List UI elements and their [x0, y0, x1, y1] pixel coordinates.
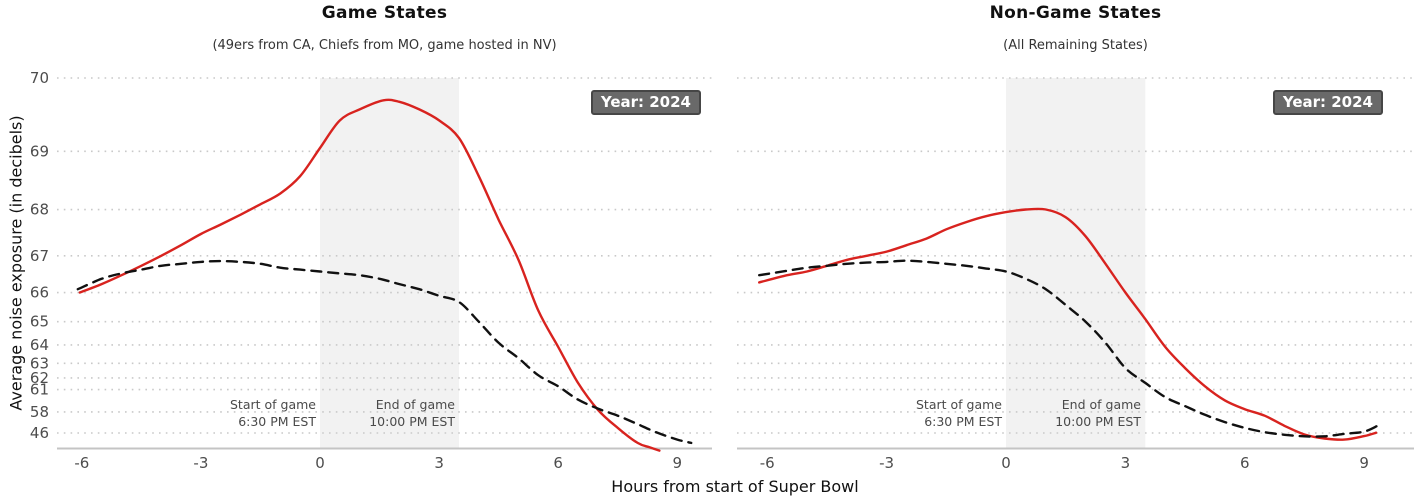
year-badge-left: Year: 2024 [590, 90, 701, 115]
x-tick-label: 6 [553, 454, 563, 472]
y-tick-label: 66 [30, 284, 49, 302]
y-tick-label: 61 [30, 381, 49, 399]
game-window-band [320, 78, 459, 449]
red-solid-line [758, 207, 1378, 441]
annotation-label: End of game [1061, 397, 1141, 412]
black-dashed-line [76, 259, 693, 445]
red-solid-line [78, 98, 661, 452]
x-tick-label: 9 [673, 454, 683, 472]
x-tick-label: -3 [193, 454, 208, 472]
y-tick-label: 58 [30, 403, 49, 421]
x-tick-label: 0 [1001, 454, 1011, 472]
y-tick-label: 65 [30, 313, 49, 331]
year-badge-right: Year: 2024 [1272, 90, 1383, 115]
panel-subtitle-game-states: (49ers from CA, Chiefs from MO, game hos… [212, 38, 557, 53]
annotation-start-of-game-left: Start of game 6:30 PM EST [230, 397, 316, 430]
annotation-sublabel: 6:30 PM EST [924, 413, 1002, 429]
annotation-label: End of game [375, 397, 455, 412]
y-tick-label: 64 [30, 336, 49, 354]
y-tick-label: 63 [30, 354, 49, 372]
annotation-label: Start of game [230, 397, 316, 412]
panel-title-game-states: Game States [321, 3, 448, 23]
y-tick-label: 62 [30, 369, 49, 387]
panel-subtitle-non-game-states: (All Remaining States) [1003, 38, 1148, 53]
x-tick-label: -3 [879, 454, 894, 472]
annotation-end-of-game-left: End of game 10:00 PM EST [369, 397, 455, 430]
annotation-sublabel: 6:30 PM EST [238, 413, 316, 429]
y-tick-label: 69 [30, 142, 49, 160]
x-tick-label: 0 [315, 454, 325, 472]
annotation-sublabel: 10:00 PM EST [1055, 413, 1141, 429]
x-tick-label: 9 [1359, 454, 1369, 472]
y-tick-label: 68 [30, 201, 49, 219]
x-tick-label: -6 [760, 454, 775, 472]
panel-title-non-game-states: Non-Game States [989, 3, 1162, 23]
x-tick-label: 6 [1240, 454, 1250, 472]
annotation-end-of-game-right: End of game 10:00 PM EST [1055, 397, 1141, 430]
black-dashed-line [758, 259, 1380, 438]
annotation-label: Start of game [916, 397, 1002, 412]
game-window-band [1006, 78, 1146, 449]
y-tick-label: 67 [30, 247, 49, 265]
y-tick-label: 70 [30, 69, 49, 87]
x-tick-label: 3 [1121, 454, 1131, 472]
x-tick-label: 3 [434, 454, 444, 472]
annotation-sublabel: 10:00 PM EST [369, 413, 455, 429]
x-tick-label: -6 [74, 454, 89, 472]
y-axis-title: Average noise exposure (in decibels) [6, 115, 26, 411]
annotation-start-of-game-right: Start of game 6:30 PM EST [916, 397, 1002, 430]
y-tick-label: 46 [30, 424, 49, 442]
x-axis-title: Hours from start of Super Bowl [611, 477, 859, 496]
